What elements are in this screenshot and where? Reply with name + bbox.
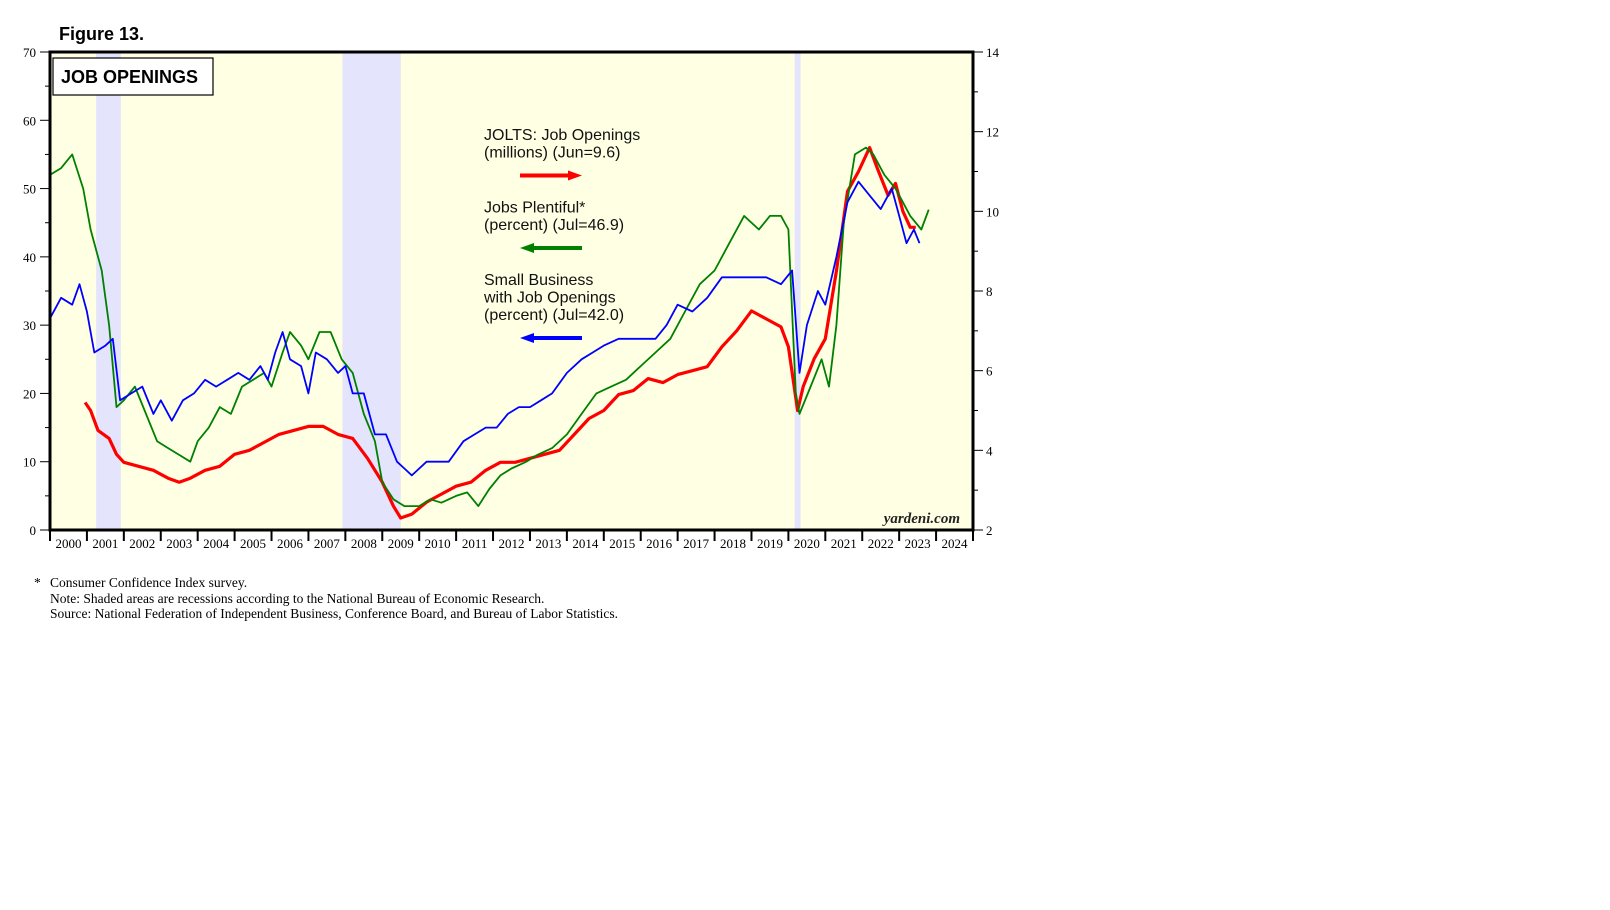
legend-label: JOLTS: Job Openings (484, 127, 640, 144)
x-tick-label: 2018 (720, 536, 746, 551)
footnote: Consumer Confidence Index survey. (50, 575, 248, 590)
jolts-line (83, 146, 916, 520)
chart-notes: * Consumer Confidence Index survey. Note:… (34, 575, 618, 622)
left-tick-label: 70 (23, 45, 36, 60)
frame-layer: JOB OPENINGS yardeni.com (48, 50, 975, 532)
arrow-right-icon (568, 170, 582, 181)
x-tick-label: 2014 (572, 536, 599, 551)
recession-note: Note: Shaded areas are recessions accord… (50, 590, 545, 606)
x-tick-label: 2005 (240, 536, 266, 551)
x-tick-label: 2017 (683, 536, 710, 551)
series-layer (49, 146, 930, 520)
left-tick-label: 60 (23, 113, 36, 128)
legend-label: (percent) (Jul=42.0) (484, 307, 624, 324)
x-tick-label: 2021 (831, 536, 857, 551)
x-tick-label: 2004 (203, 536, 230, 551)
small-business-line (49, 180, 921, 477)
left-tick-label: 40 (23, 250, 36, 265)
x-tick-label: 2013 (535, 536, 561, 551)
legend: JOLTS: Job Openings(millions) (Jun=9.6) J… (483, 127, 640, 343)
x-tick-label: 2019 (757, 536, 783, 551)
x-tick-label: 2010 (425, 536, 451, 551)
footnote-marker: * (34, 575, 41, 590)
x-tick-label: 2016 (646, 536, 673, 551)
x-tick-label: 2024 (942, 536, 969, 551)
left-tick-label: 0 (30, 523, 37, 538)
legend-label: (percent) (Jul=46.9) (484, 217, 624, 234)
arrow-left-icon (520, 333, 534, 343)
legend-label: with Job Openings (483, 290, 616, 307)
chart-title: JOB OPENINGS (61, 67, 198, 87)
axes-layer: 0 10 20 30 40 50 60 70 2 4 6 8 10 12 14 2000 2001 2002 200… (23, 45, 1000, 551)
left-tick-label: 20 (23, 386, 36, 401)
left-tick-label: 50 (23, 182, 36, 197)
legend-label: Small Business (484, 272, 593, 289)
legend-label: Jobs Plentiful* (484, 200, 585, 217)
plot-background (50, 52, 973, 530)
x-tick-label: 2022 (868, 536, 894, 551)
x-tick-label: 2015 (609, 536, 635, 551)
source-note: Source: National Federation of Independe… (50, 606, 618, 621)
figure-label: Figure 13. (59, 24, 145, 44)
x-tick-label: 2006 (277, 536, 304, 551)
x-tick-label: 2002 (129, 536, 155, 551)
x-tick-label: 2008 (351, 536, 377, 551)
x-tick-label: 2011 (462, 536, 488, 551)
chart-title-box (52, 57, 214, 96)
arrow-left-icon (520, 243, 534, 253)
x-tick-label: 2023 (905, 536, 931, 551)
x-tick-label: 2007 (314, 536, 341, 551)
right-tick-label: 8 (986, 284, 993, 299)
right-tick-label: 6 (986, 364, 993, 379)
left-tick-label: 30 (23, 318, 36, 333)
plot-background-layer (50, 52, 973, 530)
x-tick-label: 2000 (55, 536, 81, 551)
x-tick-label: 2020 (794, 536, 820, 551)
recession-band (342, 52, 401, 530)
left-tick-label: 10 (23, 455, 36, 470)
x-tick-label: 2009 (388, 536, 414, 551)
right-tick-label: 14 (986, 45, 1000, 60)
recession-band (794, 52, 801, 530)
right-tick-label: 2 (986, 523, 993, 538)
x-tick-label: 2001 (92, 536, 118, 551)
legend-label: (millions) (Jun=9.6) (484, 145, 620, 162)
right-tick-label: 12 (986, 125, 999, 140)
x-tick-label: 2003 (166, 536, 192, 551)
jobs-plentiful-line (49, 146, 930, 507)
x-tick-label: 2012 (499, 536, 525, 551)
right-tick-label: 4 (986, 443, 993, 458)
right-tick-label: 10 (986, 204, 999, 219)
recession-band (96, 52, 121, 530)
watermark: yardeni.com (882, 511, 960, 527)
